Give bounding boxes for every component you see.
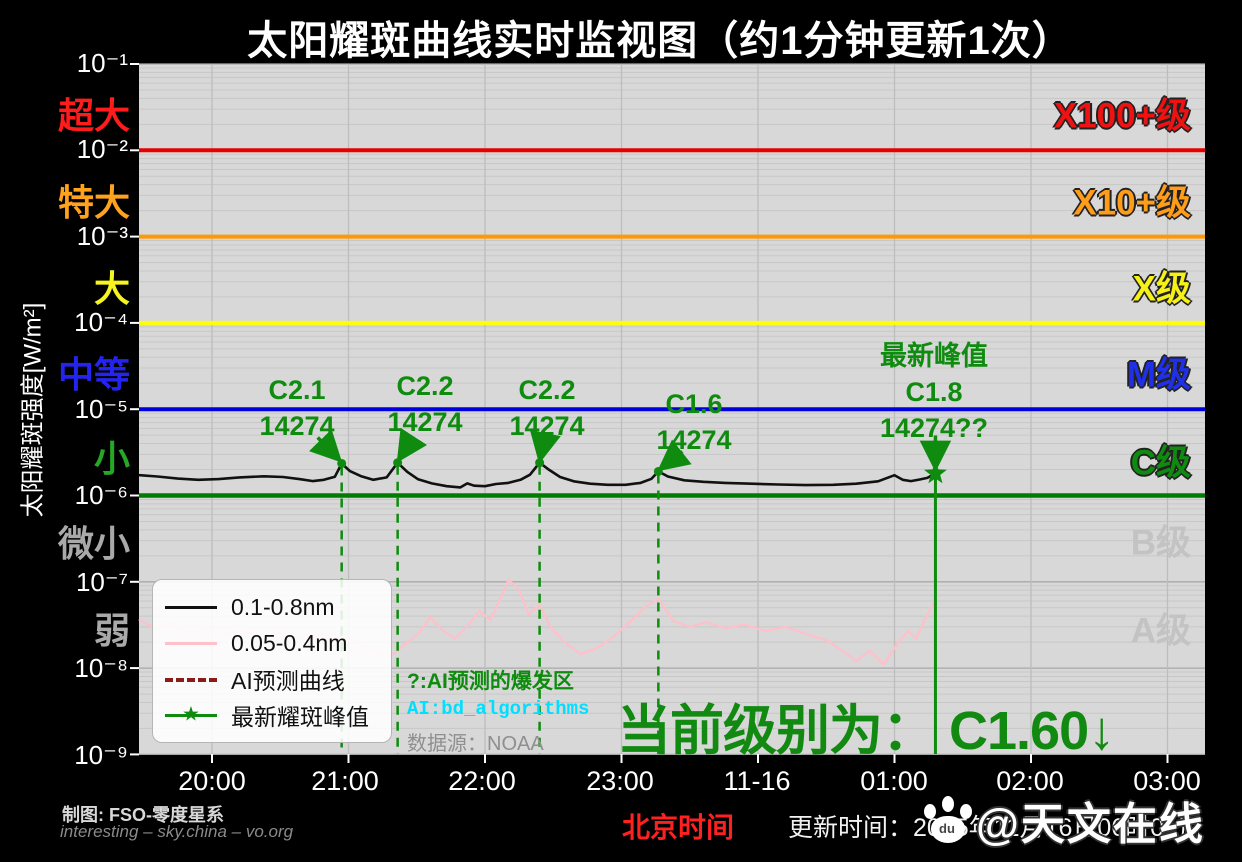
y-tick: 10⁻⁷: [75, 567, 128, 597]
legend-label: AI预测曲线: [231, 668, 345, 694]
axis-tick-marks: [130, 63, 1169, 763]
severity-label-weak: 弱: [93, 610, 130, 651]
x-tick: 22:00: [448, 766, 516, 796]
latest-peak-title: 最新峰值: [879, 341, 988, 371]
current-level-label: 当前级别为：: [617, 701, 936, 761]
pink-line-swatch: [165, 633, 217, 653]
star-marker-swatch: ★: [165, 703, 217, 726]
black-line-swatch: [165, 597, 217, 617]
x-tick: 02:00: [996, 766, 1064, 796]
page-title: 太阳耀斑曲线实时监视图（约1分钟更新1次）: [247, 19, 1073, 63]
legend-label: 最新耀斑峰值: [231, 704, 369, 730]
plot-area: X100+级 X10+级 X级 M级 C级 B级 A级 C2.1 14274 C…: [130, 63, 1205, 763]
star-icon: ★: [182, 703, 200, 726]
legend-item: AI预测曲线: [165, 662, 379, 696]
severity-label-severe: 特大: [57, 182, 130, 223]
x-tick-date: 11-16: [723, 766, 791, 796]
current-level-value: C1.60↓: [949, 701, 1115, 761]
severity-label-tiny: 微小: [57, 523, 130, 564]
class-label-x10: X10+级: [1073, 183, 1191, 223]
x-tick: 23:00: [586, 766, 654, 796]
y-tick: 10⁻³: [76, 221, 128, 251]
legend-label: 0.05-0.4nm: [231, 629, 348, 656]
current-level-readout: 当前级别为： C1.60↓: [617, 686, 1115, 765]
flare-region: 14274: [387, 407, 463, 437]
flare-region: 14274: [259, 411, 335, 441]
watermark-text: @天文在线: [976, 800, 1205, 849]
update-time: 更新时间：2025年11月16日06时0分: [788, 814, 1190, 842]
legend-item: 0.05-0.4nm: [165, 626, 379, 660]
flare-class: C2.2: [396, 371, 454, 401]
flare-class: C2.2: [518, 375, 576, 405]
flare-class: C2.1: [268, 375, 326, 405]
legend-label: 0.1-0.8nm: [231, 593, 335, 620]
severity-label-extreme: 超大: [57, 95, 130, 136]
flare-class: C1.6: [665, 389, 723, 419]
y-tick: 10⁻⁸: [74, 653, 128, 683]
ai-region-note: ?:AI预测的爆发区: [407, 670, 574, 693]
flare-annotation: C2.2 14274: [509, 372, 584, 444]
chart-credit: 制图: FSO-零度星系: [62, 805, 224, 825]
y-tick: 10⁻⁵: [74, 394, 128, 424]
class-label-x: X级: [1132, 269, 1191, 309]
flare-annotation: C2.1 14274: [259, 372, 334, 444]
paw-icon: du: [922, 794, 974, 846]
y-tick: 10⁻¹: [76, 48, 128, 78]
threshold-lines: [139, 148, 1205, 498]
x-tick: 03:00: [1133, 766, 1201, 796]
y-tick: 10⁻⁴: [74, 307, 128, 337]
timezone-label: 北京时间: [622, 812, 735, 843]
legend-item: 0.1-0.8nm: [165, 590, 379, 624]
flare-region: 14274: [509, 411, 585, 441]
ai-algorithm-note: AI:bd_algorithms: [407, 698, 590, 720]
latest-peak-annotation: 最新峰值 C1.8 14274??: [880, 338, 988, 446]
severity-label-medium: 中等: [57, 354, 130, 395]
severity-label-large: 大: [93, 268, 130, 309]
class-label-m: M级: [1126, 355, 1191, 395]
severity-label-small: 小: [93, 438, 130, 479]
legend-item: ★ 最新耀斑峰值: [165, 698, 379, 732]
y-tick: 10⁻²: [76, 134, 128, 164]
chart-subcredit: interesting – sky.china – vo.org: [60, 822, 294, 841]
x-tick: 21:00: [311, 766, 379, 796]
y-tick: 10⁻⁶: [74, 480, 128, 510]
y-tick: 10⁻⁹: [74, 740, 128, 770]
x-tick: 01:00: [860, 766, 928, 796]
legend: 0.1-0.8nm 0.05-0.4nm AI预测曲线 ★ 最新耀斑峰值: [152, 579, 392, 743]
flare-annotation: C2.2 14274: [387, 368, 462, 440]
data-source-note: 数据源：NOAA: [407, 733, 544, 755]
x-tick: 20:00: [178, 766, 246, 796]
class-label-a: A级: [1130, 611, 1191, 651]
watermark: du @天文在线: [922, 788, 1205, 852]
class-label-b: B级: [1130, 523, 1191, 563]
flare-annotation: C1.6 14274: [656, 386, 731, 458]
flare-region: 14274: [656, 425, 732, 455]
class-label-x100: X100+级: [1053, 96, 1191, 136]
flare-class: C1.8: [905, 377, 963, 407]
class-label-c: C级: [1130, 443, 1191, 483]
flare-event-markers: [308, 427, 952, 754]
dashed-line-swatch: [165, 669, 217, 689]
flare-region: 14274??: [879, 413, 989, 443]
